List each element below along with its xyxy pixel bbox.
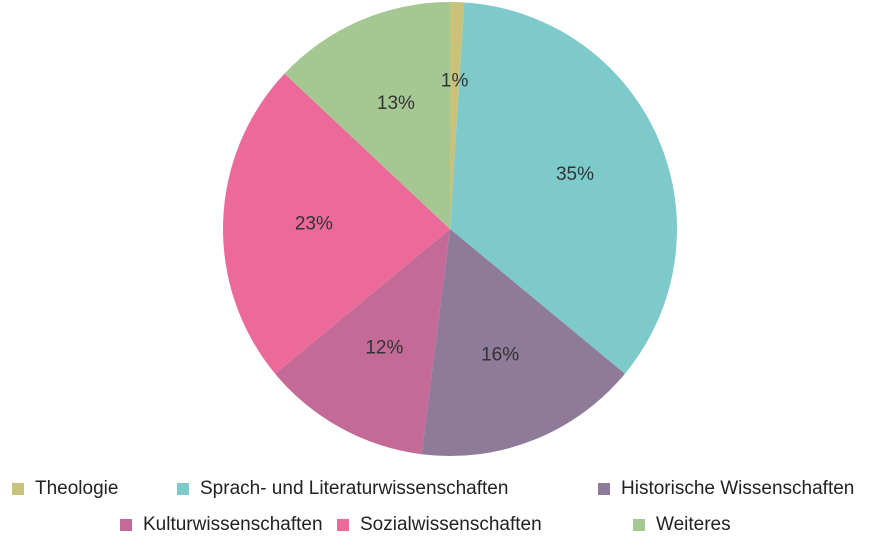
- slice-label: 23%: [295, 214, 333, 235]
- legend-label: Weiteres: [656, 514, 731, 535]
- legend-label: Theologie: [35, 478, 118, 499]
- slice-label: 16%: [481, 345, 519, 366]
- slice-label: 13%: [377, 93, 415, 114]
- legend-swatch: [633, 519, 645, 531]
- legend-label: Kulturwissenschaften: [143, 514, 323, 535]
- pie-slice: [450, 2, 677, 374]
- pie-slice: [284, 2, 450, 229]
- pie-slice: [450, 2, 465, 229]
- legend-swatch: [177, 483, 189, 495]
- slice-label: 1%: [441, 71, 469, 92]
- legend-swatch: [337, 519, 349, 531]
- legend-swatch: [598, 483, 610, 495]
- legend-swatch: [12, 483, 24, 495]
- slice-label: 12%: [365, 337, 403, 358]
- pie-slice: [421, 229, 625, 456]
- pie-slice: [275, 229, 450, 455]
- legend-label: Historische Wissenschaften: [621, 478, 854, 499]
- slice-label: 35%: [556, 164, 594, 185]
- legend-swatch: [120, 519, 132, 531]
- legend-label: Sozialwissenschaften: [360, 514, 542, 535]
- legend-label: Sprach- und Literaturwissenschaften: [200, 478, 508, 499]
- pie-slice: [223, 73, 450, 374]
